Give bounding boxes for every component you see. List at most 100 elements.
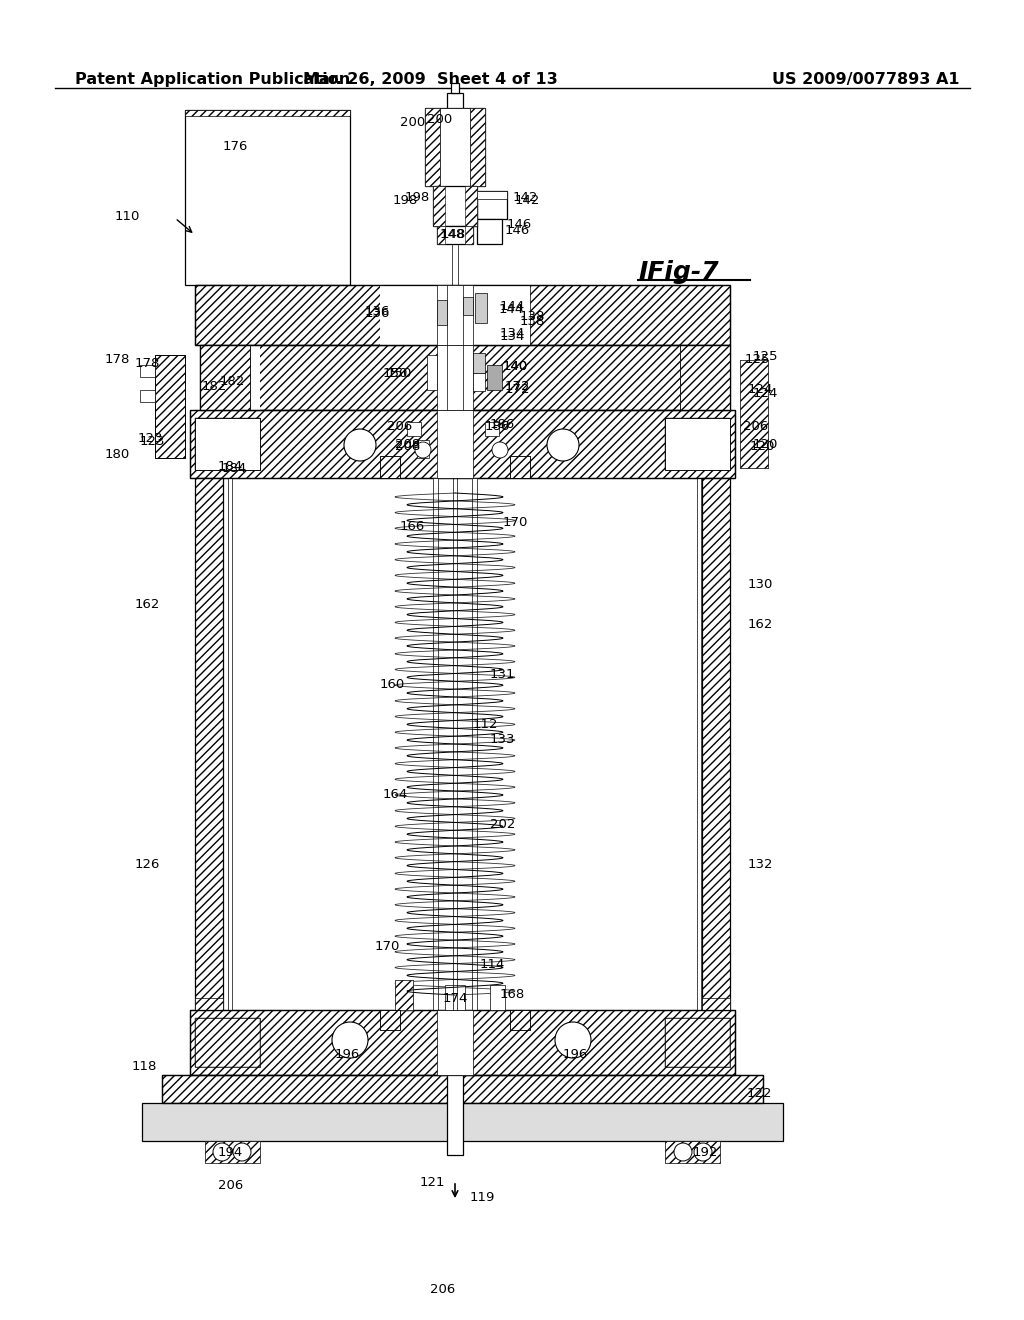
Text: 186: 186 bbox=[490, 418, 515, 432]
Bar bbox=[380, 455, 400, 478]
Circle shape bbox=[492, 442, 508, 458]
Bar bbox=[451, 83, 459, 92]
Text: 176: 176 bbox=[223, 140, 249, 153]
Text: 110: 110 bbox=[115, 210, 140, 223]
Bar bbox=[510, 455, 530, 478]
Bar bbox=[433, 186, 477, 226]
Bar bbox=[475, 293, 487, 323]
Text: 119: 119 bbox=[470, 1191, 496, 1204]
Bar bbox=[190, 1010, 735, 1074]
Bar bbox=[665, 1018, 730, 1067]
Text: 114: 114 bbox=[480, 958, 506, 972]
Text: 184: 184 bbox=[218, 459, 244, 473]
Bar bbox=[437, 1010, 473, 1074]
Text: 170: 170 bbox=[375, 940, 400, 953]
Text: 208: 208 bbox=[395, 438, 420, 451]
Bar bbox=[510, 455, 530, 478]
Text: 123: 123 bbox=[138, 432, 164, 445]
Bar bbox=[200, 345, 260, 411]
Bar bbox=[228, 478, 232, 1010]
Bar bbox=[195, 478, 223, 1010]
Bar bbox=[473, 374, 485, 391]
Bar bbox=[510, 1010, 530, 1030]
Bar bbox=[395, 979, 413, 1010]
Bar bbox=[465, 186, 477, 226]
Bar bbox=[680, 345, 730, 411]
Bar bbox=[380, 285, 440, 345]
Text: 162: 162 bbox=[135, 598, 161, 611]
Bar bbox=[195, 285, 730, 345]
Bar bbox=[445, 985, 465, 1010]
Bar bbox=[195, 418, 260, 470]
Bar bbox=[470, 285, 530, 345]
Text: 122: 122 bbox=[746, 1086, 772, 1100]
Text: 186: 186 bbox=[485, 420, 510, 433]
Bar bbox=[190, 411, 735, 478]
Text: 138: 138 bbox=[520, 310, 546, 323]
Bar bbox=[407, 422, 421, 436]
Text: 134: 134 bbox=[500, 327, 525, 341]
Text: 184: 184 bbox=[222, 462, 247, 475]
Text: 166: 166 bbox=[400, 520, 425, 533]
Bar bbox=[437, 300, 447, 325]
Bar bbox=[185, 110, 350, 116]
Text: 146: 146 bbox=[507, 218, 532, 231]
Bar bbox=[395, 979, 413, 1010]
Bar bbox=[200, 345, 730, 411]
Bar bbox=[140, 366, 155, 378]
Bar bbox=[740, 360, 768, 469]
Bar bbox=[697, 478, 701, 1010]
Circle shape bbox=[344, 429, 376, 461]
Bar bbox=[473, 352, 485, 374]
Bar bbox=[437, 345, 473, 411]
Circle shape bbox=[213, 1143, 231, 1162]
Bar bbox=[200, 345, 730, 411]
Text: 206: 206 bbox=[430, 1283, 456, 1296]
Text: 162: 162 bbox=[748, 618, 773, 631]
Text: 200: 200 bbox=[400, 116, 425, 129]
Bar bbox=[433, 478, 438, 1010]
Text: 138: 138 bbox=[520, 315, 546, 327]
Bar bbox=[433, 186, 445, 226]
Text: 123: 123 bbox=[140, 436, 166, 447]
Text: 178: 178 bbox=[105, 352, 130, 366]
Text: 120: 120 bbox=[753, 438, 778, 451]
Bar bbox=[487, 366, 502, 389]
Bar bbox=[477, 219, 502, 244]
Circle shape bbox=[233, 1143, 251, 1162]
Bar bbox=[510, 1010, 530, 1030]
Bar bbox=[162, 1074, 763, 1104]
Text: 182: 182 bbox=[202, 380, 227, 393]
Text: 160: 160 bbox=[380, 678, 406, 690]
Text: Mar. 26, 2009  Sheet 4 of 13: Mar. 26, 2009 Sheet 4 of 13 bbox=[303, 73, 557, 87]
Bar bbox=[665, 418, 730, 470]
Bar bbox=[380, 1010, 400, 1030]
Text: 140: 140 bbox=[503, 360, 528, 374]
Bar bbox=[665, 1018, 730, 1067]
Text: 121: 121 bbox=[420, 1176, 445, 1189]
Text: 168: 168 bbox=[500, 987, 525, 1001]
Bar bbox=[470, 108, 485, 186]
Text: 178: 178 bbox=[135, 356, 161, 370]
Text: 174: 174 bbox=[443, 993, 468, 1005]
Text: 198: 198 bbox=[393, 194, 418, 207]
Text: 140: 140 bbox=[503, 360, 528, 374]
Bar bbox=[195, 1018, 260, 1067]
Text: 208: 208 bbox=[395, 440, 420, 453]
Circle shape bbox=[547, 429, 579, 461]
Text: 126: 126 bbox=[135, 858, 161, 871]
Circle shape bbox=[694, 1143, 712, 1162]
Bar bbox=[437, 226, 473, 244]
Bar bbox=[142, 1104, 783, 1140]
Bar bbox=[702, 998, 730, 1010]
Text: 136: 136 bbox=[365, 308, 390, 319]
Text: 144: 144 bbox=[500, 300, 525, 313]
Text: 142: 142 bbox=[513, 191, 539, 205]
Text: 142: 142 bbox=[515, 194, 541, 207]
Circle shape bbox=[332, 1022, 368, 1059]
Bar bbox=[463, 297, 473, 315]
Text: 192: 192 bbox=[693, 1146, 719, 1159]
Bar bbox=[195, 418, 260, 470]
Bar bbox=[740, 360, 768, 469]
Bar bbox=[477, 191, 507, 199]
